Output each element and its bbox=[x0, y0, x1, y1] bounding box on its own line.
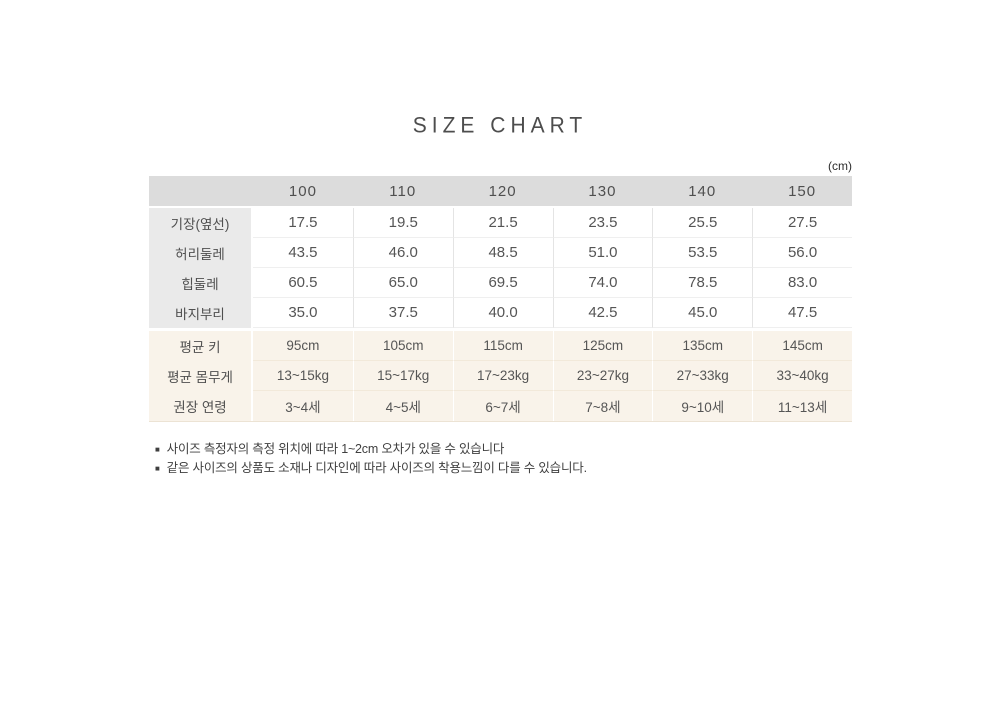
table-cell: 125cm bbox=[552, 331, 653, 361]
table-cell: 6~7세 bbox=[452, 391, 553, 421]
table-cell: 3~4세 bbox=[253, 391, 353, 421]
table-row-hem: 바지부리 35.0 37.5 40.0 42.5 45.0 47.5 bbox=[149, 298, 852, 328]
row-label: 바지부리 bbox=[149, 298, 253, 328]
table-cell: 65.0 bbox=[352, 268, 453, 298]
row-label: 평균 키 bbox=[149, 331, 253, 361]
page-title: SIZE CHART bbox=[412, 113, 588, 138]
table-row-rec-age: 권장 연령 3~4세 4~5세 6~7세 7~8세 9~10세 11~13세 bbox=[149, 391, 852, 421]
table-cell: 27~33kg bbox=[652, 361, 753, 391]
table-cell: 115cm bbox=[452, 331, 553, 361]
size-column-header-150: 150 bbox=[788, 182, 817, 200]
table-cell: 69.5 bbox=[452, 268, 553, 298]
footnote-line: ■ 사이즈 측정자의 측정 위치에 따라 1~2cm 오차가 있을 수 있습니다 bbox=[155, 440, 1000, 459]
table-row-length: 기장(옆선) 17.5 19.5 21.5 23.5 25.5 27.5 bbox=[149, 208, 852, 238]
table-cell: 27.5 bbox=[752, 208, 852, 238]
table-cell: 48.5 bbox=[452, 238, 553, 268]
row-label: 힙둘레 bbox=[149, 268, 253, 298]
table-row-avg-weight: 평균 몸무게 13~15kg 15~17kg 17~23kg 23~27kg 2… bbox=[149, 361, 852, 391]
table-cell: 13~15kg bbox=[253, 361, 353, 391]
table-cell: 37.5 bbox=[352, 298, 453, 328]
table-cell: 135cm bbox=[652, 331, 753, 361]
table-cell: 4~5세 bbox=[352, 391, 453, 421]
measurement-section: 기장(옆선) 17.5 19.5 21.5 23.5 25.5 27.5 허리둘… bbox=[149, 208, 852, 328]
table-cell: 51.0 bbox=[552, 238, 653, 268]
table-cell: 15~17kg bbox=[352, 361, 453, 391]
square-bullet-icon: ■ bbox=[155, 445, 160, 454]
size-column-header-130: 130 bbox=[588, 182, 617, 200]
table-cell: 95cm bbox=[253, 331, 353, 361]
table-cell: 21.5 bbox=[452, 208, 553, 238]
size-column-header-120: 120 bbox=[488, 182, 517, 200]
table-cell: 83.0 bbox=[752, 268, 852, 298]
table-cell: 56.0 bbox=[752, 238, 852, 268]
table-cell: 60.5 bbox=[253, 268, 353, 298]
table-row-waist: 허리둘레 43.5 46.0 48.5 51.0 53.5 56.0 bbox=[149, 238, 852, 268]
row-label: 기장(옆선) bbox=[149, 208, 253, 238]
table-cell: 33~40kg bbox=[752, 361, 852, 391]
table-cell: 45.0 bbox=[652, 298, 753, 328]
size-column-header-140: 140 bbox=[688, 182, 717, 200]
size-column-header-100: 100 bbox=[288, 182, 317, 200]
table-cell: 53.5 bbox=[652, 238, 753, 268]
table-cell: 11~13세 bbox=[752, 391, 852, 421]
table-cell: 35.0 bbox=[253, 298, 353, 328]
table-cell: 19.5 bbox=[352, 208, 453, 238]
footnote-line: ■ 같은 사이즈의 상품도 소재나 디자인에 따라 사이즈의 착용느낌이 다를 수… bbox=[155, 459, 1000, 478]
table-cell: 74.0 bbox=[552, 268, 653, 298]
table-cell: 23~27kg bbox=[552, 361, 653, 391]
unit-label: (cm) bbox=[828, 159, 852, 173]
row-label: 권장 연령 bbox=[149, 391, 253, 421]
row-label: 허리둘레 bbox=[149, 238, 253, 268]
table-cell: 7~8세 bbox=[552, 391, 653, 421]
table-cell: 46.0 bbox=[352, 238, 453, 268]
table-cell: 145cm bbox=[752, 331, 852, 361]
row-label: 평균 몸무게 bbox=[149, 361, 253, 391]
table-cell: 17.5 bbox=[253, 208, 353, 238]
info-section: 평균 키 95cm 105cm 115cm 125cm 135cm 145cm … bbox=[149, 331, 852, 422]
table-cell: 43.5 bbox=[253, 238, 353, 268]
square-bullet-icon: ■ bbox=[155, 464, 160, 473]
size-chart-page: { "title": "SIZE CHART", "unit_label": "… bbox=[0, 113, 1000, 724]
footnote-text: 같은 사이즈의 상품도 소재나 디자인에 따라 사이즈의 착용느낌이 다를 수 … bbox=[166, 461, 587, 475]
table-row-hip: 힙둘레 60.5 65.0 69.5 74.0 78.5 83.0 bbox=[149, 268, 852, 298]
table-cell: 42.5 bbox=[552, 298, 653, 328]
table-corner-cell bbox=[149, 176, 253, 206]
table-cell: 23.5 bbox=[552, 208, 653, 238]
table-cell: 25.5 bbox=[652, 208, 753, 238]
table-cell: 47.5 bbox=[752, 298, 852, 328]
size-column-header-110: 110 bbox=[389, 182, 417, 200]
table-row-avg-height: 평균 키 95cm 105cm 115cm 125cm 135cm 145cm bbox=[149, 331, 852, 361]
table-cell: 40.0 bbox=[452, 298, 553, 328]
size-table: 100 110 120 130 140 150 기장(옆선) 17.5 19.5… bbox=[149, 176, 852, 422]
table-cell: 17~23kg bbox=[452, 361, 553, 391]
table-cell: 78.5 bbox=[652, 268, 753, 298]
footnote-text: 사이즈 측정자의 측정 위치에 따라 1~2cm 오차가 있을 수 있습니다 bbox=[166, 442, 505, 456]
table-cell: 105cm bbox=[352, 331, 453, 361]
size-header-row: 100 110 120 130 140 150 bbox=[149, 176, 852, 208]
footnotes: ■ 사이즈 측정자의 측정 위치에 따라 1~2cm 오차가 있을 수 있습니다 … bbox=[155, 440, 1000, 478]
table-cell: 9~10세 bbox=[652, 391, 753, 421]
